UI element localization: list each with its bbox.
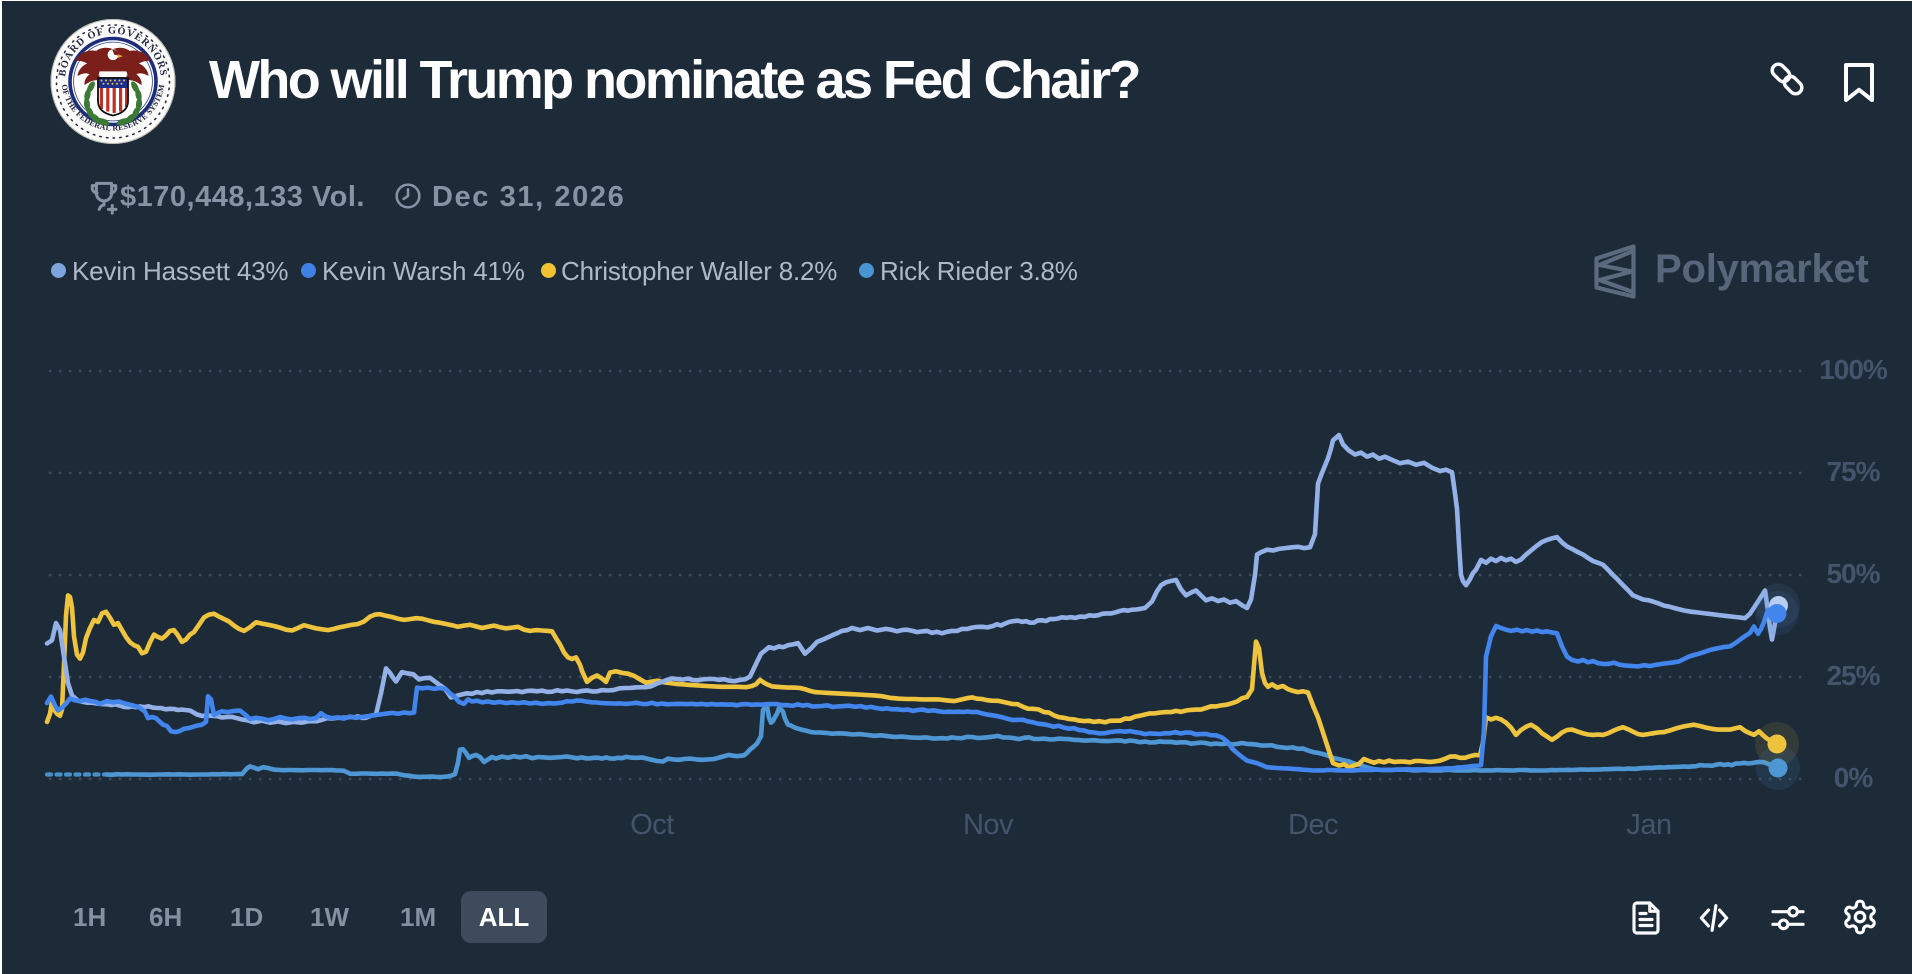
svg-text:50%: 50%: [1826, 558, 1880, 589]
svg-text:0%: 0%: [1834, 762, 1874, 793]
svg-text:75%: 75%: [1826, 456, 1880, 487]
svg-text:Nov: Nov: [963, 809, 1014, 841]
svg-text:25%: 25%: [1826, 660, 1880, 691]
svg-text:Jan: Jan: [1626, 809, 1671, 841]
svg-text:100%: 100%: [1819, 354, 1888, 385]
svg-text:Oct: Oct: [630, 809, 674, 841]
svg-text:Dec: Dec: [1288, 809, 1338, 841]
